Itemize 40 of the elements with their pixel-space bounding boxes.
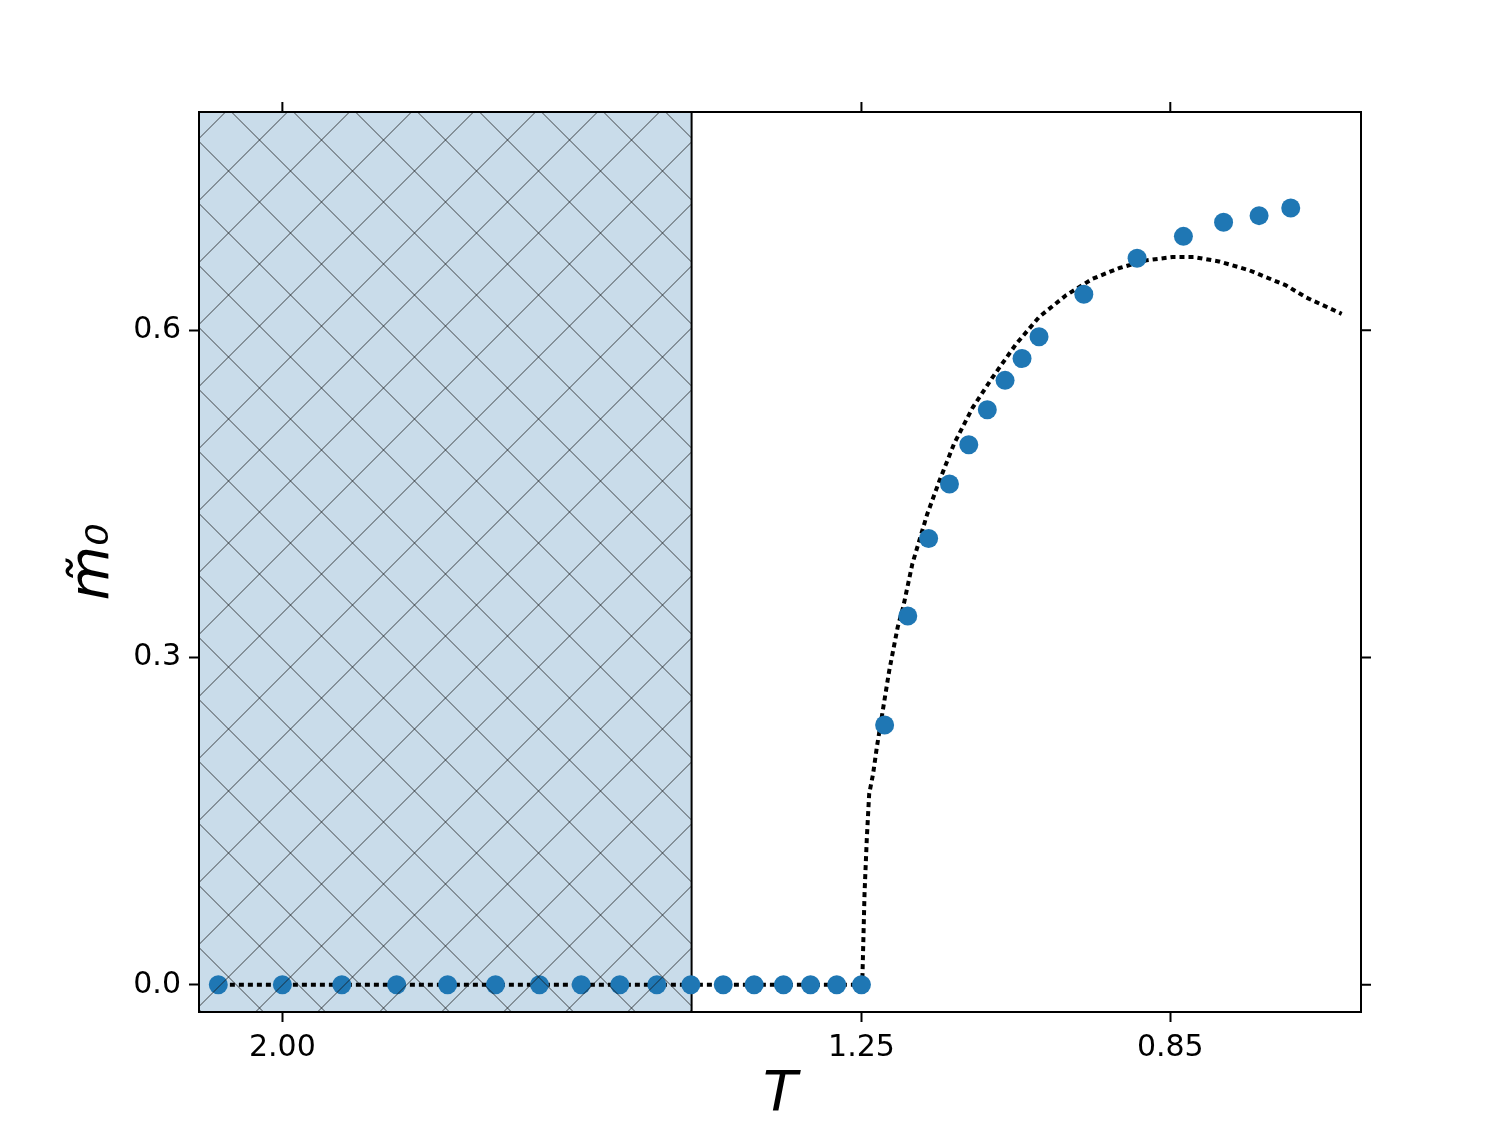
point: [1127, 248, 1147, 268]
point: [438, 975, 458, 995]
point: [977, 400, 997, 420]
point: [571, 975, 591, 995]
point: [485, 975, 505, 995]
point: [1214, 212, 1234, 232]
point: [387, 975, 407, 995]
point: [898, 606, 918, 626]
y-tick-label: 0.6: [133, 309, 181, 345]
x-axis-title: T: [762, 1058, 801, 1123]
point: [827, 975, 847, 995]
point: [851, 975, 871, 995]
point: [801, 975, 820, 995]
point: [208, 975, 228, 995]
point: [713, 975, 733, 995]
point: [1012, 349, 1032, 369]
point: [773, 975, 793, 995]
point: [939, 474, 959, 494]
point: [529, 975, 549, 995]
point: [875, 715, 895, 735]
point: [1029, 327, 1049, 347]
point: [1074, 284, 1094, 304]
x-tick-label: 1.25: [828, 1027, 895, 1063]
point: [1249, 206, 1269, 226]
point: [610, 975, 630, 995]
point: [1281, 198, 1301, 218]
point: [995, 370, 1015, 390]
y-tick-label: 0.3: [133, 637, 181, 673]
y-tick-label: 0.0: [133, 964, 181, 1000]
y-axis-title: m̃₀: [56, 523, 121, 601]
x-tick-label: 0.85: [1136, 1027, 1204, 1063]
point: [681, 975, 701, 995]
x-tick-label: 2.00: [248, 1027, 316, 1063]
point: [272, 975, 292, 995]
point: [647, 975, 667, 995]
point: [919, 529, 939, 549]
point: [1173, 226, 1193, 246]
point: [959, 435, 979, 455]
point: [332, 975, 352, 995]
point: [744, 975, 764, 995]
